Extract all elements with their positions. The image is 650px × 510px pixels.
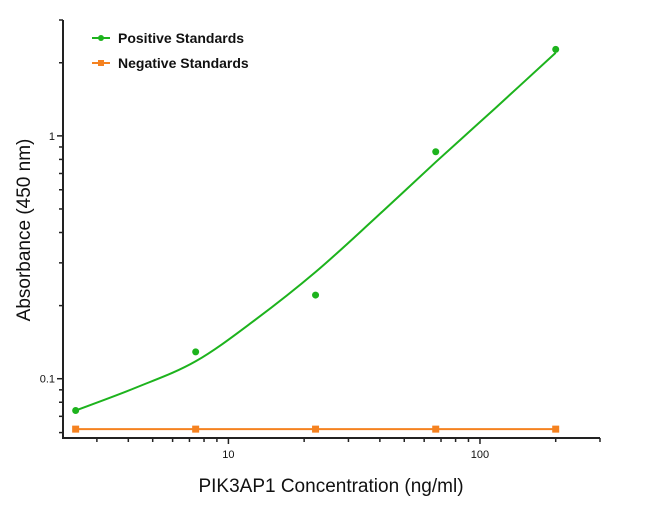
legend-marker-square — [98, 60, 104, 66]
data-point-negative — [432, 425, 440, 433]
x-axis-label: PIK3AP1 Concentration (ng/ml) — [198, 476, 463, 497]
y-tick-label: 0.1 — [40, 374, 55, 386]
data-point-positive — [192, 348, 200, 356]
data-point-positive — [432, 148, 440, 156]
data-point-positive — [72, 406, 80, 414]
data-point-positive — [552, 45, 560, 53]
legend-marker-circle — [98, 35, 104, 41]
data-point-negative — [312, 425, 320, 433]
fit-curve-positive — [75, 51, 557, 412]
legend: Positive Standards Negative Standards — [92, 30, 249, 71]
data-point-negative — [192, 425, 200, 433]
y-tick-label: 1 — [49, 131, 55, 143]
data-point-positive — [312, 291, 320, 299]
data-point-negative — [72, 425, 80, 433]
data-point-negative — [552, 425, 560, 433]
legend-label: Negative Standards — [118, 55, 249, 71]
legend-label: Positive Standards — [118, 30, 244, 46]
x-tick-label: 10 — [222, 449, 234, 461]
x-tick-label: 100 — [471, 449, 489, 461]
y-axis-label: Absorbance (450 nm) — [14, 139, 35, 322]
